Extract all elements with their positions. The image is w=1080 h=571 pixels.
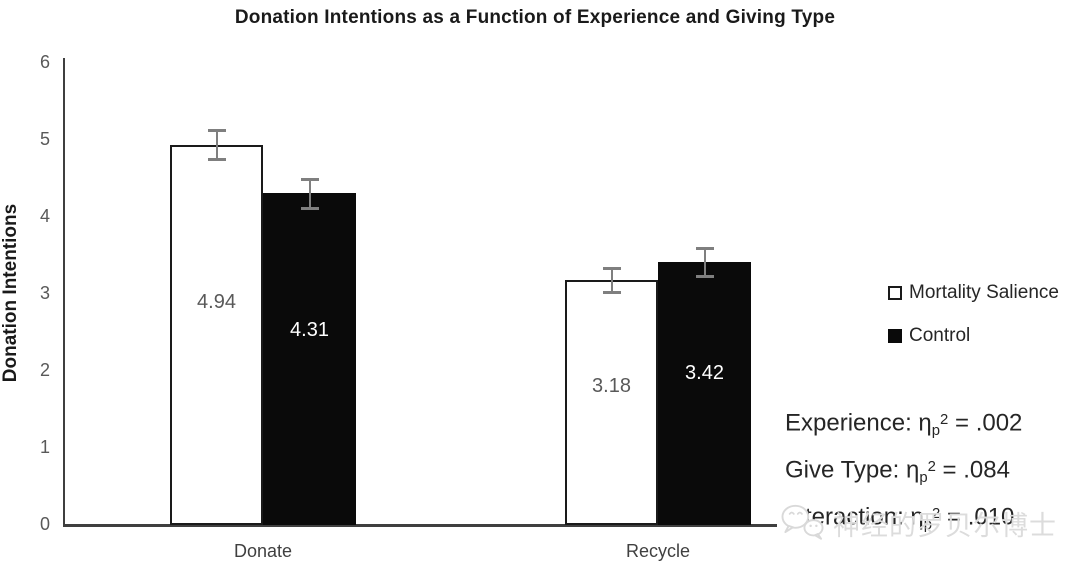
y-tick-label: 2	[39, 360, 50, 380]
chart-legend: Mortality Salience Control	[888, 282, 1059, 368]
bar-value-label: 4.94	[197, 291, 236, 314]
bar-value-label: 3.42	[685, 361, 724, 384]
y-axis-line	[63, 58, 65, 526]
watermark-text: 神经的罗贝尔博士	[833, 510, 1057, 542]
x-axis-line	[63, 524, 777, 527]
error-bar-cap	[300, 206, 319, 210]
error-bar-cap	[207, 158, 226, 162]
y-tick-label: 0	[39, 514, 50, 534]
bar-value-label: 3.18	[592, 375, 631, 398]
bar-value-label: 4.31	[290, 319, 329, 342]
error-bar-cap	[207, 128, 226, 132]
bar-recycle-mortality-salience: 3.18	[565, 280, 658, 525]
error-bar-line	[215, 129, 218, 160]
stat-line-give-type: Give Type: ηp2 = .084	[785, 456, 1010, 486]
y-tick-label: 5	[39, 129, 50, 149]
category-label-donate: Donate	[233, 541, 293, 561]
y-tick-label: 4	[39, 206, 50, 226]
bar-donate-mortality-salience: 4.94	[170, 144, 263, 525]
wechat-icon	[781, 504, 824, 540]
category-label-recycle: Recycle	[625, 541, 691, 561]
error-bar-cap	[602, 291, 621, 295]
error-bar-cap	[695, 246, 714, 250]
error-bar-line	[308, 178, 311, 208]
y-tick-label: 6	[39, 52, 50, 72]
legend-marker-hollow-square	[888, 286, 902, 300]
watermark: 神经的罗贝尔博士	[779, 502, 1057, 544]
legend-label: Control	[909, 325, 971, 346]
legend-label: Mortality Salience	[909, 282, 1059, 303]
chart-title: Donation Intentions as a Function of Exp…	[234, 7, 836, 28]
effect-size-annotations: Experience: ηp2 = .002 Give Type: ηp2 = …	[785, 402, 1022, 543]
bar-donate-control: 4.31	[263, 193, 356, 525]
y-tick-label: 3	[39, 283, 50, 303]
y-tick-label: 1	[39, 437, 50, 457]
error-bar-line	[703, 247, 706, 276]
legend-marker-filled-square	[888, 329, 902, 343]
error-bar-cap	[602, 266, 621, 270]
stat-line-experience: Experience: ηp2 = .002	[785, 409, 1023, 439]
bar-recycle-control: 3.42	[658, 261, 751, 525]
error-bar-cap	[300, 177, 319, 181]
error-bar-line	[610, 267, 613, 293]
error-bar-cap	[695, 274, 714, 278]
legend-item-mortality-salience: Mortality Salience	[888, 282, 1059, 304]
legend-item-control: Control	[888, 325, 1059, 347]
